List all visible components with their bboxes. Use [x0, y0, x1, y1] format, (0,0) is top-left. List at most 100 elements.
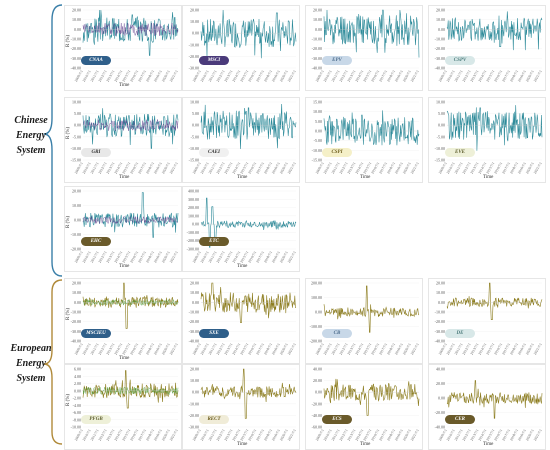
y-tick-label: 20.00: [190, 367, 199, 372]
y-tick-label: -5.00: [73, 134, 81, 139]
y-tick-label: 200.00: [311, 281, 322, 286]
x-tick-label: 2015/7/1: [122, 342, 132, 355]
x-tick-label: 2013/7/1: [224, 428, 234, 441]
y-tick-label: 10.00: [190, 378, 199, 383]
y-tick-label: 15.00: [313, 100, 322, 105]
y-tick-label: -4.00: [73, 403, 81, 408]
x-tick-label: 2020/7/1: [279, 342, 289, 355]
x-tick-label: 2013/7/1: [347, 342, 357, 355]
y-tick-label: -30.00: [189, 329, 199, 334]
x-tick-label: 2013/7/1: [224, 250, 234, 263]
x-tick-label: 2020/7/1: [161, 161, 171, 174]
x-tick-label: 2014/7/1: [355, 342, 365, 355]
chart-svg: 400.00 300.00 200.00 100.00 0.00 -100.00 -200.…: [187, 189, 297, 264]
y-tick-label: 0.00: [74, 27, 81, 32]
y-tick-label: 10.00: [313, 109, 322, 114]
series-line: [323, 285, 420, 333]
x-tick-label: 2020/7/1: [279, 69, 289, 82]
x-tick-label: 2012/7/1: [216, 250, 226, 263]
x-tick-label: 2014/7/1: [232, 161, 242, 174]
series-line: [200, 282, 297, 323]
chinese-group-label: Chinese Energy System: [0, 113, 62, 158]
series-line: [323, 9, 420, 58]
y-tick-label: -20.00: [189, 413, 199, 418]
x-tick-label: 2021/7/1: [287, 161, 297, 174]
x-tick-label: 2011/7/1: [90, 428, 100, 441]
x-tick-label: 2012/7/1: [462, 161, 472, 174]
x-tick-label: 2013/7/1: [470, 342, 480, 355]
y-tick-label: 5.00: [192, 111, 199, 116]
x-tick-label: 2021/7/1: [287, 342, 297, 355]
y-tick-label: 10.00: [72, 290, 81, 295]
x-tick-label: 2010/7/1: [200, 428, 210, 441]
series-line-secondary: [82, 298, 179, 307]
x-tick-label: 2018/7/1: [145, 250, 155, 263]
y-tick-label: -40.00: [435, 339, 445, 344]
x-tick-label: 2020/7/1: [402, 428, 412, 441]
x-tick-label: 2012/7/1: [98, 428, 108, 441]
x-tick-label: 2009/7/1: [192, 161, 202, 174]
chart-panel-ecs: 40.00 20.00 0.00 -20.00 -40.00 -60.00 2009/7/1…: [305, 364, 423, 450]
chart-panel-msci: 20.00 10.00 0.00 -10.00 -20.00 -30.00 2009/7/1…: [182, 5, 300, 91]
y-tick-label: -30.00: [71, 56, 81, 61]
x-tick-label: 2018/7/1: [386, 428, 396, 441]
x-tick-label: 2018/7/1: [509, 428, 519, 441]
x-axis-title: Time: [483, 442, 494, 447]
series-line: [82, 108, 179, 149]
x-tick-label: 2011/7/1: [208, 342, 218, 355]
x-tick-label: 2017/7/1: [501, 161, 511, 174]
y-tick-label: -10.00: [435, 146, 445, 151]
y-tick-label: -10.00: [312, 37, 322, 42]
y-tick-label: 10.00: [72, 100, 81, 105]
y-tick-label: -20.00: [435, 410, 445, 415]
x-tick-label: 2020/7/1: [279, 428, 289, 441]
x-tick-label: 2012/7/1: [339, 342, 349, 355]
x-tick-label: 2016/7/1: [247, 250, 257, 263]
y-tick-label: -2.00: [73, 396, 81, 401]
x-tick-label: 2018/7/1: [386, 161, 396, 174]
x-tick-label: 2019/7/1: [153, 428, 163, 441]
chart-svg: 20.0010.000.00-10.00-20.00-30.00-40.0020…: [189, 281, 297, 356]
x-tick-label: 2011/7/1: [90, 161, 100, 174]
chart-svg: 10.005.000.00-5.00-10.00-15.002009/7/120…: [189, 100, 297, 175]
x-tick-label: 2021/7/1: [169, 69, 179, 82]
chinese-brace: [43, 4, 63, 445]
x-tick-label: 2013/7/1: [224, 69, 234, 82]
x-tick-label: 2017/7/1: [378, 69, 388, 82]
x-tick-label: 2014/7/1: [232, 342, 242, 355]
x-tick-label: 2010/7/1: [82, 250, 92, 263]
series-badge: GRI: [81, 148, 111, 157]
x-tick-label: 2019/7/1: [271, 250, 281, 263]
x-tick-label: 2014/7/1: [355, 161, 365, 174]
x-tick-label: 2012/7/1: [216, 161, 226, 174]
x-axis-title: Time: [237, 442, 248, 447]
x-tick-label: 2018/7/1: [145, 161, 155, 174]
y-tick-label: 5.00: [315, 119, 322, 124]
y-tick-label: 10.00: [436, 290, 445, 295]
x-tick-label: 2011/7/1: [331, 69, 341, 82]
x-tick-label: 2014/7/1: [114, 250, 124, 263]
x-tick-label: 2015/7/1: [363, 342, 373, 355]
y-tick-label: -10.00: [71, 425, 81, 430]
x-tick-label: 2010/7/1: [323, 69, 333, 82]
x-tick-label: 2019/7/1: [153, 250, 163, 263]
x-tick-label: 2021/7/1: [287, 69, 297, 82]
chart-panel-cnaa: 20.00 10.00 0.00 -10.00 -20.00 -30.00 -40.00 20…: [64, 5, 182, 91]
y-tick-label: -5.00: [437, 134, 445, 139]
x-tick-label: 2009/7/1: [192, 342, 202, 355]
series-badge: EPV: [322, 56, 352, 65]
x-tick-label: 2009/7/1: [315, 161, 325, 174]
y-tick-label: -5.00: [314, 138, 322, 143]
x-tick-label: 2010/7/1: [446, 428, 456, 441]
x-tick-label: 2012/7/1: [462, 342, 472, 355]
series-badge: ECS: [322, 415, 352, 424]
y-tick-label: 10.00: [72, 203, 81, 208]
x-tick-label: 2019/7/1: [517, 428, 527, 441]
x-tick-label: 2021/7/1: [410, 342, 420, 355]
y-tick-label: 0.00: [315, 129, 322, 134]
x-tick-label: 2009/7/1: [438, 69, 448, 82]
y-tick-label: -10.00: [189, 146, 199, 151]
x-tick-label: 2015/7/1: [486, 342, 496, 355]
x-axis-title: Time: [237, 175, 248, 180]
chinese-label-line-3: System: [16, 145, 46, 156]
